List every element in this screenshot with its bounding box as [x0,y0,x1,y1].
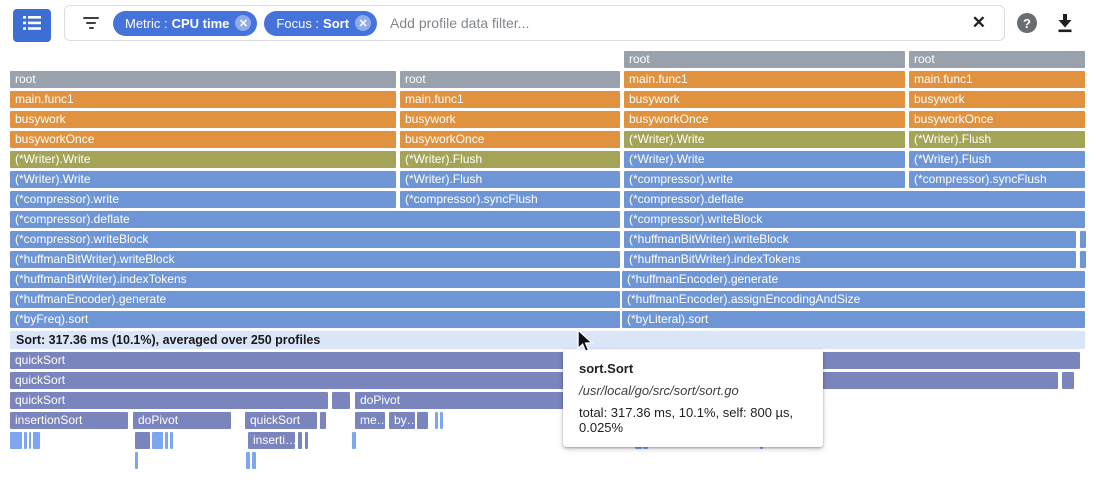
flame-frame[interactable]: busywork [10,111,396,128]
flame-frame[interactable]: busywork [400,111,620,128]
flame-frame[interactable]: (*byFreq).sort [10,311,620,328]
flame-frame[interactable]: by… [389,412,415,429]
flame-frame-sliver[interactable] [320,412,326,429]
flame-frame[interactable]: (*Writer).Write [10,171,396,188]
flame-frame-sliver[interactable] [1080,231,1086,248]
flame-frame[interactable]: (*compressor).deflate [624,191,1085,208]
flame-frame[interactable]: root [909,51,1085,68]
filter-chip-focus[interactable]: Focus : Sort ✕ [264,10,378,36]
clear-filters-button[interactable]: ✕ [971,13,986,32]
flame-frame[interactable]: doPivot [133,412,231,429]
close-icon[interactable]: ✕ [235,15,252,31]
flame-frame-sliver[interactable] [440,412,443,429]
flame-frame[interactable]: (*huffmanBitWriter).indexTokens [10,271,620,288]
flame-frame[interactable]: root [10,71,396,88]
flame-frame[interactable]: busyworkOnce [400,131,620,148]
flame-frame[interactable]: main.func1 [624,71,905,88]
tooltip-source-path: /usr/local/go/src/sort/sort.go [579,383,739,398]
flame-frame-sliver[interactable] [246,452,250,469]
flame-frame[interactable]: (*huffmanBitWriter).indexTokens [624,251,1076,268]
flame-frame[interactable]: insertionSort [10,412,128,429]
flame-frame[interactable]: (*Writer).Flush [909,131,1085,148]
flame-frame-sliver[interactable] [33,432,40,449]
flame-frame[interactable]: quickSort [245,412,317,429]
profile-filter-bar[interactable]: Metric : CPU time ✕ Focus : Sort ✕ Add pro… [64,5,1005,41]
flame-frame-sliver[interactable] [1062,372,1074,389]
flame-frame[interactable]: (*Writer).Flush [400,171,620,188]
flame-frame-sliver[interactable] [252,452,256,469]
flame-frame-sliver[interactable] [1080,251,1086,268]
flame-frame[interactable]: (*huffmanBitWriter).writeBlock [10,251,620,268]
flame-frame[interactable]: root [400,71,620,88]
chip-value: Sort [323,15,350,31]
flame-frame-sliver[interactable] [165,432,168,449]
flame-frame-sliver[interactable] [298,432,302,449]
flame-frame[interactable]: (*compressor).writeBlock [10,231,620,248]
flame-frame[interactable]: busyworkOnce [909,111,1085,128]
download-icon [1056,14,1074,37]
flame-frame[interactable]: root [624,51,905,68]
flame-frame-sliver[interactable] [435,412,438,429]
flame-frame-sliver[interactable] [10,432,22,449]
flame-frame-sliver[interactable] [417,412,428,429]
flame-frame[interactable]: (*Writer).Flush [909,151,1085,168]
flame-frame[interactable]: main.func1 [909,71,1085,88]
flame-frame[interactable]: busywork [624,91,905,108]
flame-frame[interactable]: (*compressor).syncFlush [400,191,620,208]
flame-frame[interactable]: (*compressor).write [624,171,905,188]
chip-prefix: Metric : [125,15,168,31]
flame-summary-row[interactable]: Sort: 317.36 ms (10.1%), averaged over 2… [10,331,1085,349]
frame-tooltip: sort.Sort /usr/local/go/src/sort/sort.go… [563,350,823,447]
flame-frame[interactable]: main.func1 [400,91,620,108]
flame-frame[interactable]: (*huffmanEncoder).generate [622,271,1085,288]
flame-frame-sliver[interactable] [170,432,173,449]
help-button[interactable]: ? [1017,13,1037,33]
flame-frame[interactable]: (*Writer).Write [624,151,905,168]
flame-frame[interactable]: (*huffmanEncoder).generate [10,291,620,308]
flame-frame-sliver[interactable] [305,432,308,449]
flame-frame[interactable]: (*Writer).Write [624,131,905,148]
flame-frame-sliver[interactable] [29,432,31,449]
flame-frame-sliver[interactable] [352,432,356,449]
flame-frame[interactable]: (*Writer).Flush [400,151,620,168]
filter-chip-metric[interactable]: Metric : CPU time ✕ [113,10,258,36]
flame-frame[interactable]: (*compressor).writeBlock [624,211,1085,228]
flame-frame[interactable]: inserti… [248,432,295,449]
flame-frame[interactable]: (*compressor).syncFlush [909,171,1085,188]
flame-frame[interactable]: quickSort [10,352,1080,369]
flame-frame[interactable]: (*Writer).Write [10,151,396,168]
list-icon [23,15,41,36]
tooltip-totals: total: 317.36 ms, 10.1%, self: 800 µs, 0… [579,405,794,435]
flame-frame[interactable]: me… [355,412,385,429]
flame-frame[interactable]: busyworkOnce [624,111,905,128]
close-icon[interactable]: ✕ [355,15,372,31]
flame-frame[interactable]: quickSort [10,372,1058,389]
chip-value: CPU time [171,15,230,31]
flame-frame-sliver[interactable] [135,432,150,449]
filter-input-placeholder[interactable]: Add profile data filter... [390,15,530,31]
flame-frame[interactable]: busyworkOnce [10,131,396,148]
flame-frame[interactable]: (*compressor).deflate [10,211,620,228]
flame-frame[interactable]: quickSort [10,392,328,409]
list-view-toggle-button[interactable] [13,9,51,42]
download-button[interactable] [1056,14,1074,38]
flame-frame[interactable]: busywork [909,91,1085,108]
flame-frame-sliver[interactable] [332,392,350,409]
flame-frame-sliver[interactable] [152,432,163,449]
flame-frame[interactable]: (*huffmanEncoder).assignEncodingAndSize [622,291,1085,308]
flame-frame-sliver[interactable] [24,432,27,449]
tooltip-function-name: sort.Sort [579,361,634,376]
flame-frame-sliver[interactable] [135,452,138,469]
flame-frame[interactable]: main.func1 [10,91,396,108]
flame-frame[interactable]: (*huffmanBitWriter).writeBlock [624,231,1076,248]
mouse-cursor [576,328,594,360]
flame-frame[interactable]: (*byLiteral).sort [622,311,1085,328]
filter-list-icon [83,17,99,29]
chip-prefix: Focus : [276,15,320,31]
flame-frame[interactable]: (*compressor).write [10,191,396,208]
